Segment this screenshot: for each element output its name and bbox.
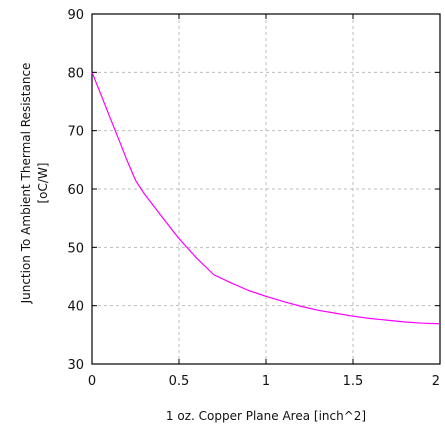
tick-marks: [91, 13, 441, 365]
x-tick-label: 0: [88, 374, 96, 389]
y-tick-label: 80: [67, 66, 84, 81]
x-tick-label: 2: [432, 374, 440, 389]
y-tick-label: 90: [67, 8, 84, 23]
y-axis-title-line1: Junction To Ambient Thermal Resistance: [19, 63, 33, 305]
series-group: [91, 72, 441, 325]
y-axis-title-line2: [oC/W]: [36, 163, 50, 204]
series-line: [91, 72, 441, 325]
x-tick-label: 1: [262, 374, 270, 389]
tick-labels: 0 0.5 1 1.5 2 30 40 50 60 70 80 90: [67, 8, 440, 389]
grid-lines: [92, 14, 440, 364]
y-tick-label: 30: [67, 358, 84, 373]
x-tick-label: 1.5: [343, 374, 364, 389]
y-tick-label: 50: [67, 241, 84, 256]
y-axis-title: Junction To Ambient Thermal Resistance […: [19, 63, 50, 305]
x-tick-label: 0.5: [169, 374, 190, 389]
x-axis-title: 1 oz. Copper Plane Area [inch^2]: [166, 409, 366, 423]
y-tick-label: 40: [67, 300, 84, 315]
y-tick-label: 70: [67, 125, 84, 140]
y-tick-label: 60: [67, 183, 84, 198]
